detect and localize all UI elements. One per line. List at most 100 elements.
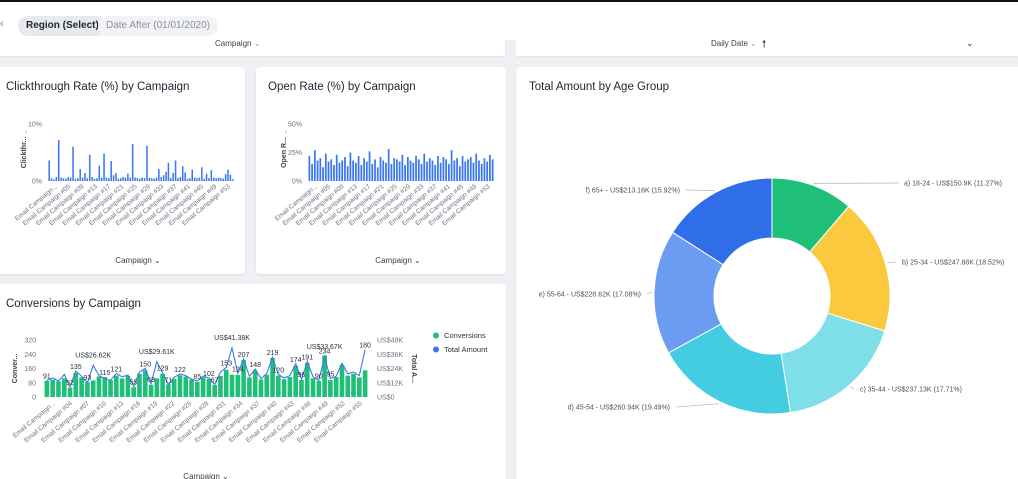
line-data-label: US$41.38K bbox=[214, 335, 250, 342]
conversion-bar bbox=[148, 384, 154, 397]
bar bbox=[489, 154, 491, 181]
bar bbox=[330, 159, 333, 181]
donut-slice bbox=[671, 177, 773, 266]
bar-data-label: 96 bbox=[298, 372, 306, 379]
bar-data-label: 93 bbox=[83, 375, 91, 382]
chevron-down-icon: ⌄ bbox=[253, 39, 261, 48]
bar-data-label: 129 bbox=[157, 366, 169, 373]
bar bbox=[155, 177, 158, 181]
bar-data-label: 122 bbox=[174, 367, 186, 374]
conversion-bar bbox=[287, 377, 293, 397]
bar bbox=[365, 161, 368, 181]
conversion-bar bbox=[195, 381, 200, 397]
conversion-bar bbox=[189, 379, 194, 397]
chevron-left-icon[interactable]: ‹ bbox=[0, 18, 4, 30]
open-rate-chart: 0%25%50%Open R...›Email Campaign...Email… bbox=[274, 122, 494, 265]
ctr-card: Clickthrough Rate (%) by Campaign 0% 10% C… bbox=[0, 67, 245, 274]
bar bbox=[62, 178, 65, 181]
bar bbox=[174, 160, 177, 181]
bar-data-label: 90 bbox=[315, 373, 323, 380]
axis-selector-label: Campaign bbox=[215, 39, 252, 48]
bar bbox=[179, 177, 182, 181]
bar bbox=[222, 178, 225, 181]
bar bbox=[50, 178, 53, 181]
bar-data-label: 153 bbox=[220, 360, 232, 367]
slice-label: e) 55-64 - US$228.62K (17.08%) bbox=[539, 292, 641, 299]
bar bbox=[201, 167, 203, 181]
legend-swatch bbox=[433, 346, 439, 353]
bar bbox=[193, 177, 196, 181]
conversion-bar bbox=[299, 379, 304, 397]
bar bbox=[486, 161, 489, 181]
bar bbox=[428, 158, 431, 181]
bar bbox=[456, 158, 458, 181]
bar bbox=[385, 162, 387, 181]
bar bbox=[319, 158, 322, 181]
y2-tick-label: US$36K bbox=[377, 352, 403, 359]
conversion-bar bbox=[206, 378, 212, 397]
bar bbox=[396, 159, 398, 181]
conversion-bar bbox=[85, 382, 90, 397]
daily-date-axis-selector[interactable]: Daily Date ⌄ bbox=[711, 39, 757, 48]
bar bbox=[60, 177, 62, 181]
conversion-bar bbox=[264, 374, 270, 397]
bar bbox=[349, 152, 352, 181]
bar-data-label: 135 bbox=[70, 364, 82, 371]
bar bbox=[186, 178, 189, 181]
bar bbox=[127, 173, 129, 181]
bar bbox=[363, 158, 365, 181]
upper-card-footer-left: Campaign ⌄ bbox=[0, 36, 505, 56]
ctr-chart: 0%10%Clickthr...›Email Campaign...Email … bbox=[14, 122, 234, 265]
y2-tick-label: US$24K bbox=[377, 366, 403, 373]
bar bbox=[308, 155, 311, 181]
bar bbox=[162, 175, 165, 181]
y-tick-label: 320 bbox=[24, 338, 36, 345]
bar bbox=[67, 177, 70, 181]
conversion-bar bbox=[333, 377, 339, 397]
bar bbox=[203, 178, 205, 181]
bar bbox=[100, 177, 103, 181]
bar bbox=[212, 177, 215, 181]
conversion-bar bbox=[183, 376, 189, 397]
bar bbox=[150, 178, 153, 181]
conversion-bar bbox=[212, 385, 217, 397]
conversion-bar bbox=[114, 375, 119, 397]
chevron-icon: › bbox=[25, 129, 28, 136]
bar bbox=[480, 163, 483, 181]
bar bbox=[108, 178, 110, 181]
region-filter-chip[interactable]: Region (Select) bbox=[18, 16, 107, 36]
card-title: Total Amount by Age Group bbox=[529, 81, 670, 93]
conversion-bar bbox=[200, 377, 206, 397]
bar bbox=[117, 178, 120, 181]
bar bbox=[447, 163, 450, 181]
bar bbox=[431, 160, 434, 181]
bar bbox=[115, 173, 117, 181]
conversion-bar bbox=[90, 380, 96, 397]
bar-data-label: 180 bbox=[359, 343, 371, 350]
y2-tick-label: US$0 bbox=[377, 395, 395, 402]
legend-label: Total Amount bbox=[444, 345, 488, 354]
bar bbox=[153, 178, 155, 181]
bar bbox=[368, 151, 371, 181]
slice-leader-line bbox=[887, 261, 897, 264]
bar bbox=[160, 177, 163, 181]
conversion-bar bbox=[79, 377, 84, 397]
date-filter-chip[interactable]: Date After (01/01/2020) bbox=[98, 16, 218, 36]
bar bbox=[415, 155, 417, 181]
conversion-bar bbox=[44, 380, 50, 397]
age-group-card: Total Amount by Age Group a) 18-24 - US$… bbox=[516, 67, 1018, 479]
bar bbox=[401, 154, 404, 181]
filter-bar: ‹ Region (Select) Date After (01/01/2020… bbox=[0, 0, 1018, 40]
campaign-axis-selector[interactable]: Campaign ⌄ bbox=[215, 39, 260, 48]
conversion-bar bbox=[125, 375, 131, 397]
conversion-bar bbox=[142, 370, 148, 397]
y-tick-label: 0% bbox=[292, 179, 302, 186]
bar bbox=[131, 143, 134, 181]
bar-data-label: 148 bbox=[249, 362, 261, 369]
chevron-down-icon[interactable]: ⌄ bbox=[966, 38, 974, 48]
slice-label: b) 25-34 - US$247.88K (18.52%) bbox=[902, 260, 1004, 267]
bar bbox=[136, 178, 139, 181]
bar bbox=[170, 178, 172, 181]
arrow-up-icon[interactable]: 🠕 bbox=[762, 39, 767, 50]
bar bbox=[335, 154, 338, 181]
